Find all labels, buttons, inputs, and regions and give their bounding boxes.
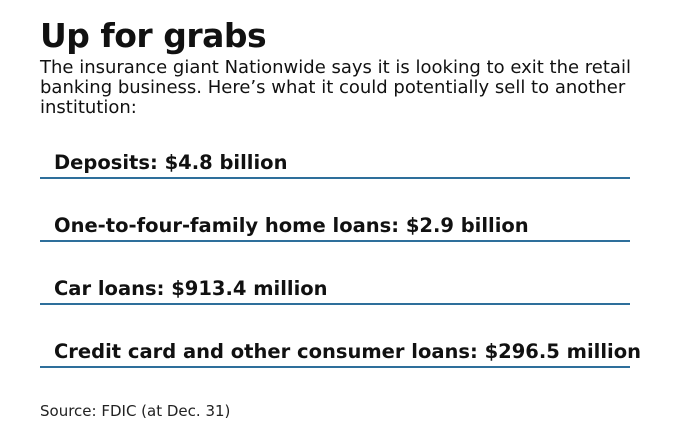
row-divider (40, 303, 630, 305)
row-divider (40, 177, 630, 179)
source-note: Source: FDIC (at Dec. 31) (40, 402, 231, 420)
chart-title: Up for grabs (40, 16, 267, 55)
asset-row-deposits: Deposits: $4.8 billion (40, 140, 630, 203)
asset-row-consumer-loans: Credit card and other consumer loans: $2… (40, 329, 641, 392)
row-divider (40, 366, 630, 368)
asset-row-home-loans: One-to-four-family home loans: $2.9 bill… (40, 203, 630, 266)
asset-label: Car loans: $913.4 million (54, 277, 328, 300)
chart-subtitle: The insurance giant Nationwide says it i… (40, 57, 631, 118)
asset-label: One-to-four-family home loans: $2.9 bill… (54, 214, 529, 237)
asset-row-car-loans: Car loans: $913.4 million (40, 266, 630, 329)
asset-label: Deposits: $4.8 billion (54, 151, 288, 174)
asset-list: Deposits: $4.8 billion One-to-four-famil… (40, 140, 641, 392)
row-divider (40, 240, 630, 242)
asset-label: Credit card and other consumer loans: $2… (54, 340, 641, 363)
